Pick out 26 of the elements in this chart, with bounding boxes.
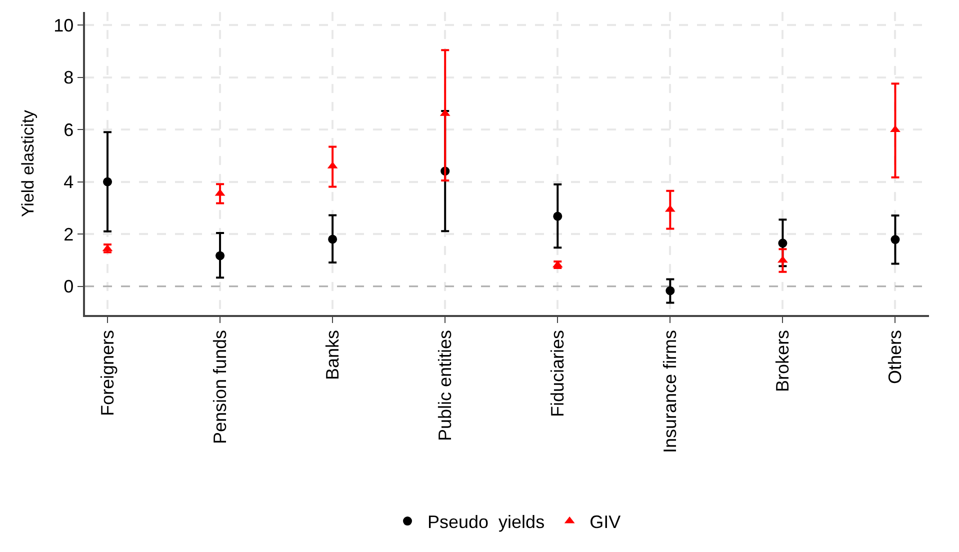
y-axis-title: Yield elasticity bbox=[18, 109, 38, 218]
x-tick-label: Banks bbox=[322, 330, 342, 380]
legend-label: Pseudo yields bbox=[428, 512, 545, 532]
x-tick-label: Public entities bbox=[434, 330, 455, 442]
point bbox=[216, 251, 225, 260]
x-tick-label: Insurance firms bbox=[660, 330, 680, 453]
point bbox=[890, 235, 900, 244]
point bbox=[666, 286, 675, 296]
legend-label: GIV bbox=[590, 512, 621, 532]
y-tick-label: 4 bbox=[64, 172, 74, 192]
y-tick-label: 8 bbox=[64, 68, 74, 88]
point bbox=[553, 212, 562, 221]
x-tick-label: Foreigners bbox=[97, 330, 118, 416]
point bbox=[103, 177, 112, 186]
y-tick-label: 10 bbox=[54, 15, 74, 36]
point bbox=[890, 125, 900, 132]
y-tick-label: 2 bbox=[64, 224, 74, 244]
x-tick-label: Fiduciaries bbox=[547, 330, 568, 417]
point bbox=[778, 256, 788, 263]
y-tick-label: 0 bbox=[64, 276, 74, 297]
x-tick-label: Pension funds bbox=[210, 330, 230, 444]
point bbox=[328, 234, 338, 244]
y-tick-label: 6 bbox=[64, 120, 74, 140]
x-tick-label: Brokers bbox=[772, 330, 793, 392]
x-tick-label: Others bbox=[885, 330, 906, 384]
point bbox=[778, 238, 788, 248]
